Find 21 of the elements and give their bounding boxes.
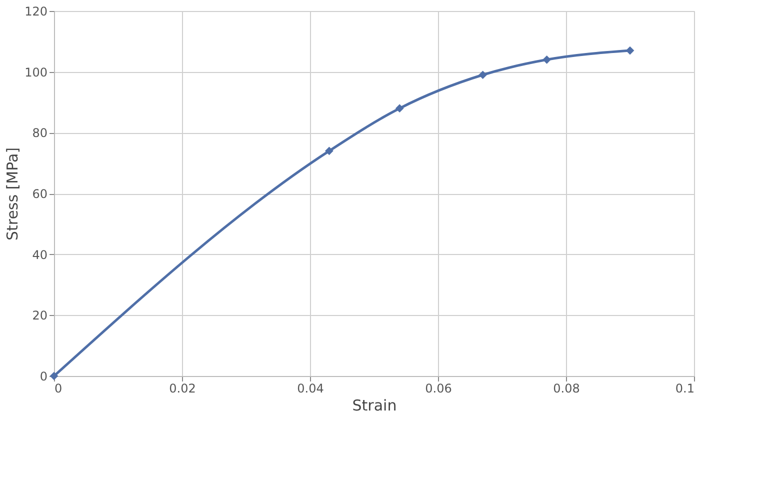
x-tick-label: 0 <box>54 382 62 396</box>
y-tick-label: 60 <box>32 187 48 201</box>
x-tick-label: 0.08 <box>553 382 580 396</box>
y-tick-label: 80 <box>32 126 48 140</box>
x-tick-label: 0.06 <box>425 382 452 396</box>
y-tick-label: 100 <box>24 65 48 80</box>
x-axis-title: Strain <box>352 396 397 414</box>
point <box>50 372 58 380</box>
point <box>325 146 334 156</box>
y-tick-label: 40 <box>32 248 48 262</box>
x-tick-label: 0.02 <box>169 382 196 396</box>
point <box>478 70 487 80</box>
y-tick-label: 20 <box>32 308 48 323</box>
point <box>395 104 404 113</box>
x-tick-label: 0.04 <box>297 382 324 396</box>
y-tick-label: 0 <box>40 370 48 384</box>
point <box>626 46 634 55</box>
y-axis-title: Stress [MPa] <box>4 147 22 241</box>
y-tick-label: 120 <box>24 4 48 18</box>
x-tick-label: 0.1 <box>675 382 694 396</box>
point <box>542 55 551 64</box>
